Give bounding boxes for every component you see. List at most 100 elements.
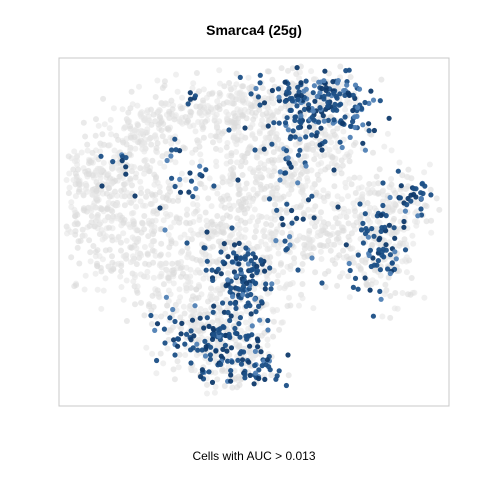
background-cell-point <box>202 271 209 278</box>
background-cell-point <box>106 142 113 149</box>
background-cell-point <box>320 187 327 194</box>
background-cell-point <box>100 159 107 166</box>
background-cell-point <box>271 232 278 239</box>
background-cell-point <box>72 193 79 200</box>
background-cell-point <box>237 327 244 334</box>
background-cell-point <box>94 215 101 222</box>
background-cell-point <box>190 122 197 129</box>
background-cell-point <box>230 110 237 117</box>
background-cell-point <box>213 111 220 118</box>
background-cell-point <box>127 175 134 182</box>
background-cell-point <box>171 269 178 276</box>
background-cell-point <box>189 308 196 315</box>
background-cell-point <box>315 176 322 183</box>
highlighted-cell-point <box>167 315 173 321</box>
background-cell-point <box>147 135 154 142</box>
highlighted-cell-point <box>415 213 421 219</box>
highlighted-cell-point <box>330 79 336 85</box>
background-cell-point <box>170 324 176 331</box>
background-cell-point <box>145 233 152 240</box>
background-cell-point <box>115 136 122 143</box>
background-cell-point <box>129 182 135 189</box>
highlighted-cell-point <box>295 96 301 103</box>
highlighted-cell-point <box>189 317 196 323</box>
highlighted-cell-point <box>298 80 304 86</box>
highlighted-cell-point <box>256 303 262 309</box>
background-cell-point <box>258 238 265 245</box>
highlighted-cell-point <box>298 120 304 126</box>
highlighted-cell-point <box>229 359 235 365</box>
background-cell-point <box>339 227 346 234</box>
background-cell-point <box>224 140 231 146</box>
background-cell-point <box>325 70 332 77</box>
highlighted-cell-point <box>175 336 181 342</box>
highlighted-cell-point <box>246 359 252 365</box>
background-cell-point <box>227 158 234 165</box>
highlighted-cell-point <box>233 255 240 262</box>
background-cell-point <box>334 230 341 237</box>
background-cell-point <box>206 175 213 182</box>
highlighted-cell-point <box>334 107 340 113</box>
background-cell-point <box>303 128 310 135</box>
background-cell-point <box>345 220 352 227</box>
background-cell-point <box>151 228 158 235</box>
highlighted-cell-point <box>172 183 178 190</box>
background-cell-point <box>170 366 177 373</box>
background-cell-point <box>296 233 303 240</box>
background-cell-point <box>428 217 435 224</box>
highlighted-cell-point <box>314 93 320 100</box>
background-cell-point <box>105 178 112 185</box>
highlighted-cell-point <box>223 283 229 289</box>
background-cell-point <box>379 313 386 320</box>
highlighted-cell-point <box>392 235 398 241</box>
background-cell-point <box>266 245 273 252</box>
highlighted-cell-point <box>362 147 368 153</box>
background-cell-point <box>100 95 107 102</box>
background-cell-point <box>319 222 326 229</box>
highlighted-cell-point <box>218 249 224 255</box>
highlighted-cell-point <box>203 167 209 173</box>
background-cell-point <box>123 237 130 244</box>
background-cell-point <box>303 153 310 160</box>
background-cell-point <box>233 70 240 77</box>
background-cell-point <box>138 185 144 192</box>
highlighted-cell-point <box>231 269 237 275</box>
background-cell-point <box>388 176 395 182</box>
background-cell-point <box>160 217 167 224</box>
background-cell-point <box>80 119 87 126</box>
background-cell-point <box>270 267 277 274</box>
background-cell-point <box>348 181 355 188</box>
highlighted-cell-point <box>206 323 212 329</box>
highlighted-cell-point <box>197 315 203 321</box>
background-cell-point <box>190 230 197 237</box>
highlighted-cell-point <box>252 255 258 261</box>
background-cell-point <box>144 268 151 275</box>
background-cell-point <box>145 217 152 224</box>
highlighted-cell-point <box>226 127 232 133</box>
background-cell-point <box>170 280 177 287</box>
background-cell-point <box>197 306 204 312</box>
background-cell-point <box>160 281 167 288</box>
background-cell-point <box>87 258 94 265</box>
highlighted-cell-point <box>344 82 350 88</box>
background-cell-point <box>208 203 215 210</box>
highlighted-cell-point <box>289 207 295 214</box>
highlighted-cell-point <box>286 90 292 96</box>
highlighted-cell-point <box>218 353 224 359</box>
highlighted-cell-point <box>334 80 341 86</box>
background-cell-point <box>367 219 373 226</box>
background-cell-point <box>226 80 233 86</box>
highlighted-cell-point <box>378 228 384 234</box>
background-cell-point <box>306 227 313 234</box>
highlighted-cell-point <box>185 101 191 107</box>
highlighted-cell-point <box>294 103 300 109</box>
highlighted-cell-point <box>411 186 417 192</box>
highlighted-cell-point <box>202 353 209 359</box>
background-cell-point <box>233 149 240 155</box>
background-cell-point <box>82 180 89 187</box>
background-cell-point <box>209 243 216 250</box>
background-cell-point <box>72 228 79 235</box>
background-cell-point <box>397 208 404 215</box>
highlighted-cell-point <box>377 98 383 104</box>
